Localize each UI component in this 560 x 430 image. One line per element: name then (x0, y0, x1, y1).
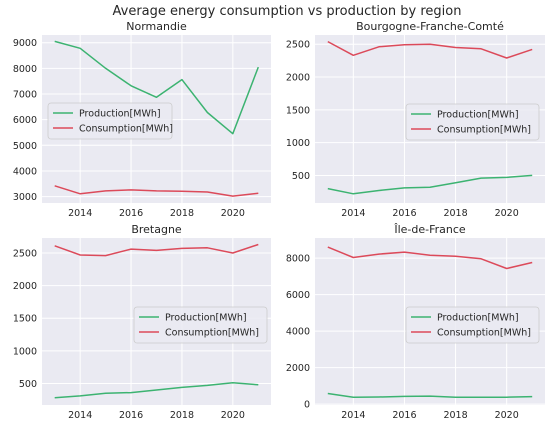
series-line-production (327, 174, 533, 195)
y-tick-label: 1000 (286, 138, 310, 149)
y-tick-label: 2000 (13, 281, 37, 292)
legend: Production[MWh] Consumption[MWh] (405, 103, 540, 141)
legend: Production[MWh] Consumption[MWh] (405, 306, 540, 344)
x-tick-label: 2020 (495, 410, 519, 421)
y-tick-label: 8000 (286, 254, 310, 265)
x-tick-label: 2014 (341, 208, 365, 219)
legend-entry: Production[MWh] (79, 109, 161, 120)
x-tick-label: 2020 (221, 208, 245, 219)
legend-entry: Consumption[MWh] (79, 124, 173, 135)
legend-entry: Production[MWh] (437, 313, 519, 324)
y-tick-label: 1000 (13, 346, 37, 357)
y-tick-label: 5000 (13, 141, 37, 152)
series-line-production (54, 382, 259, 399)
legend-box (47, 102, 173, 140)
y-tick-label: 500 (19, 379, 37, 390)
y-tick-label: 1500 (13, 314, 37, 325)
subplot-4: Île-de-France 2014 2016 2018 2020 0 2000 4000 60… (286, 223, 545, 421)
subplot-title: Bourgogne-Franche-Comté (356, 20, 504, 33)
y-tick-label: 6000 (286, 290, 310, 301)
y-tick-label: 8000 (13, 64, 37, 75)
y-tick-label: 0 (304, 400, 310, 411)
series-line-production (54, 40, 260, 135)
subplot-2: Bourgogne-Franche-Comté 2014 2016 2018 2020 5… (286, 20, 545, 219)
subplot-1: Normandie 2014 2016 2018 2020 3000 4000 5000 600… (13, 20, 271, 219)
y-tick-label: 1500 (286, 105, 310, 116)
x-tick-label: 2014 (68, 410, 92, 421)
y-tick-label: 4000 (13, 166, 37, 177)
legend: Production[MWh] Consumption[MWh] (133, 306, 268, 344)
y-tick-label: 3000 (13, 192, 37, 203)
y-tick-label: 2500 (13, 249, 37, 260)
x-tick-label: 2018 (443, 208, 467, 219)
figure-title: Average energy consumption vs production… (113, 4, 462, 19)
x-tick-label: 2016 (392, 410, 416, 421)
subplot-title: Normandie (126, 20, 187, 33)
y-tick-label: 2000 (286, 73, 310, 84)
series-line-consumption (54, 185, 259, 197)
y-tick-label: 6000 (13, 115, 37, 126)
legend-box (133, 306, 268, 344)
legend-entry: Production[MWh] (165, 313, 247, 324)
y-tick-label: 2500 (286, 40, 310, 51)
series-line-consumption (327, 246, 533, 270)
legend-entry: Consumption[MWh] (437, 125, 531, 136)
x-tick-label: 2014 (341, 410, 365, 421)
x-tick-label: 2016 (119, 208, 143, 219)
y-tick-label: 4000 (286, 327, 310, 338)
y-tick-label: 7000 (13, 89, 37, 100)
legend-entry: Production[MWh] (437, 110, 519, 121)
x-tick-label: 2020 (495, 208, 519, 219)
x-tick-label: 2016 (119, 410, 143, 421)
series-line-production (327, 392, 533, 399)
subplot-title: Bretagne (131, 223, 182, 236)
series-line-consumption (54, 243, 259, 257)
x-tick-label: 2016 (392, 208, 416, 219)
legend-box (405, 306, 540, 344)
legend-box (405, 103, 540, 141)
x-tick-label: 2014 (68, 208, 92, 219)
x-tick-label: 2020 (221, 410, 245, 421)
x-tick-label: 2018 (443, 410, 467, 421)
subplot-title: Île-de-France (393, 223, 466, 236)
y-tick-label: 500 (292, 171, 310, 182)
y-tick-label: 9000 (13, 38, 37, 49)
subplot-3: Bretagne 2014 2016 2018 2020 500 1000 1500 2000 2… (13, 223, 271, 421)
series-line-consumption (327, 40, 533, 59)
x-tick-label: 2018 (170, 208, 194, 219)
legend-entry: Consumption[MWh] (165, 328, 259, 339)
legend-entry: Consumption[MWh] (437, 328, 531, 339)
y-tick-label: 2000 (286, 363, 310, 374)
legend: Production[MWh] Consumption[MWh] (47, 102, 173, 140)
x-tick-label: 2018 (170, 410, 194, 421)
